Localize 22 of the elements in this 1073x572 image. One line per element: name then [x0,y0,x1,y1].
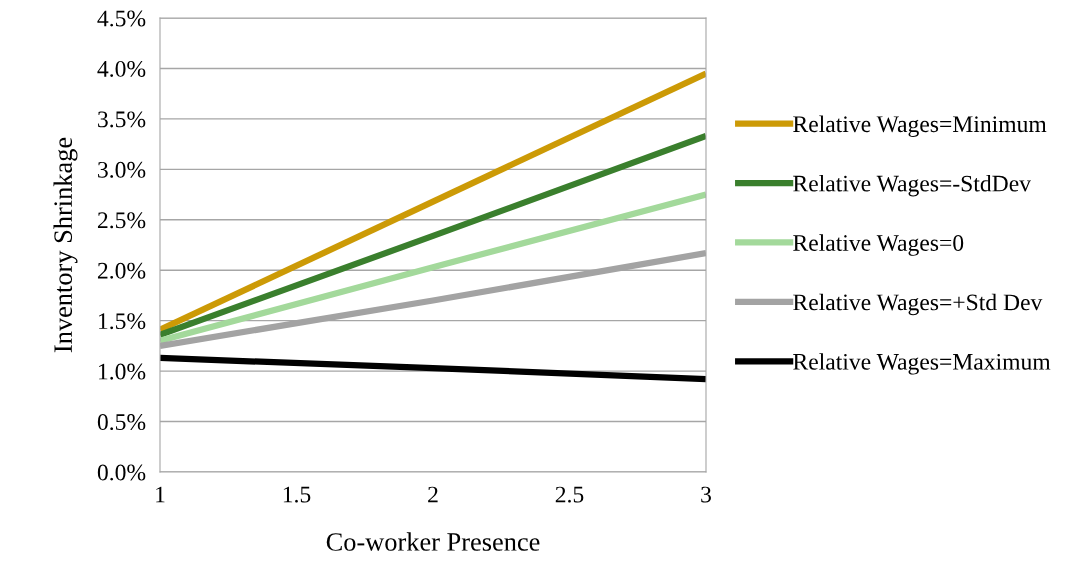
x-tick-label: 3 [701,486,711,503]
y-tick-label: 1.5% [99,313,146,330]
y-tick-label: 1.0% [99,363,146,380]
legend-label: Relative Wages=Maximum [793,353,1051,375]
x-tick-label: 2.5 [555,486,584,503]
legend-label: Relative Wages=0 [793,234,964,256]
x-tick-label: 2 [428,486,438,503]
y-tick-label: 0.0% [97,464,146,481]
x-tick-label: 1.5 [283,486,311,503]
y-axis-title: Inventory Shrinkage [53,137,78,353]
legend-label: Relative Wages=Minimum [793,115,1047,138]
legend-label: Relative Wages=-StdDev [793,174,1031,197]
y-tick-label: 3.0% [98,161,146,178]
x-axis-title: Co-worker Presence [326,532,540,551]
y-tick-label: 3.5% [98,111,146,128]
x-tick-label: 1 [156,486,165,503]
y-tick-label: 4.5% [97,10,146,27]
y-tick-label: 0.5% [97,414,146,431]
legend-label: Relative Wages=+Std Dev [793,293,1043,316]
y-tick-label: 2.5% [97,212,146,229]
y-tick-label: 2.0% [97,262,146,279]
y-tick-label: 4.0% [97,60,146,77]
